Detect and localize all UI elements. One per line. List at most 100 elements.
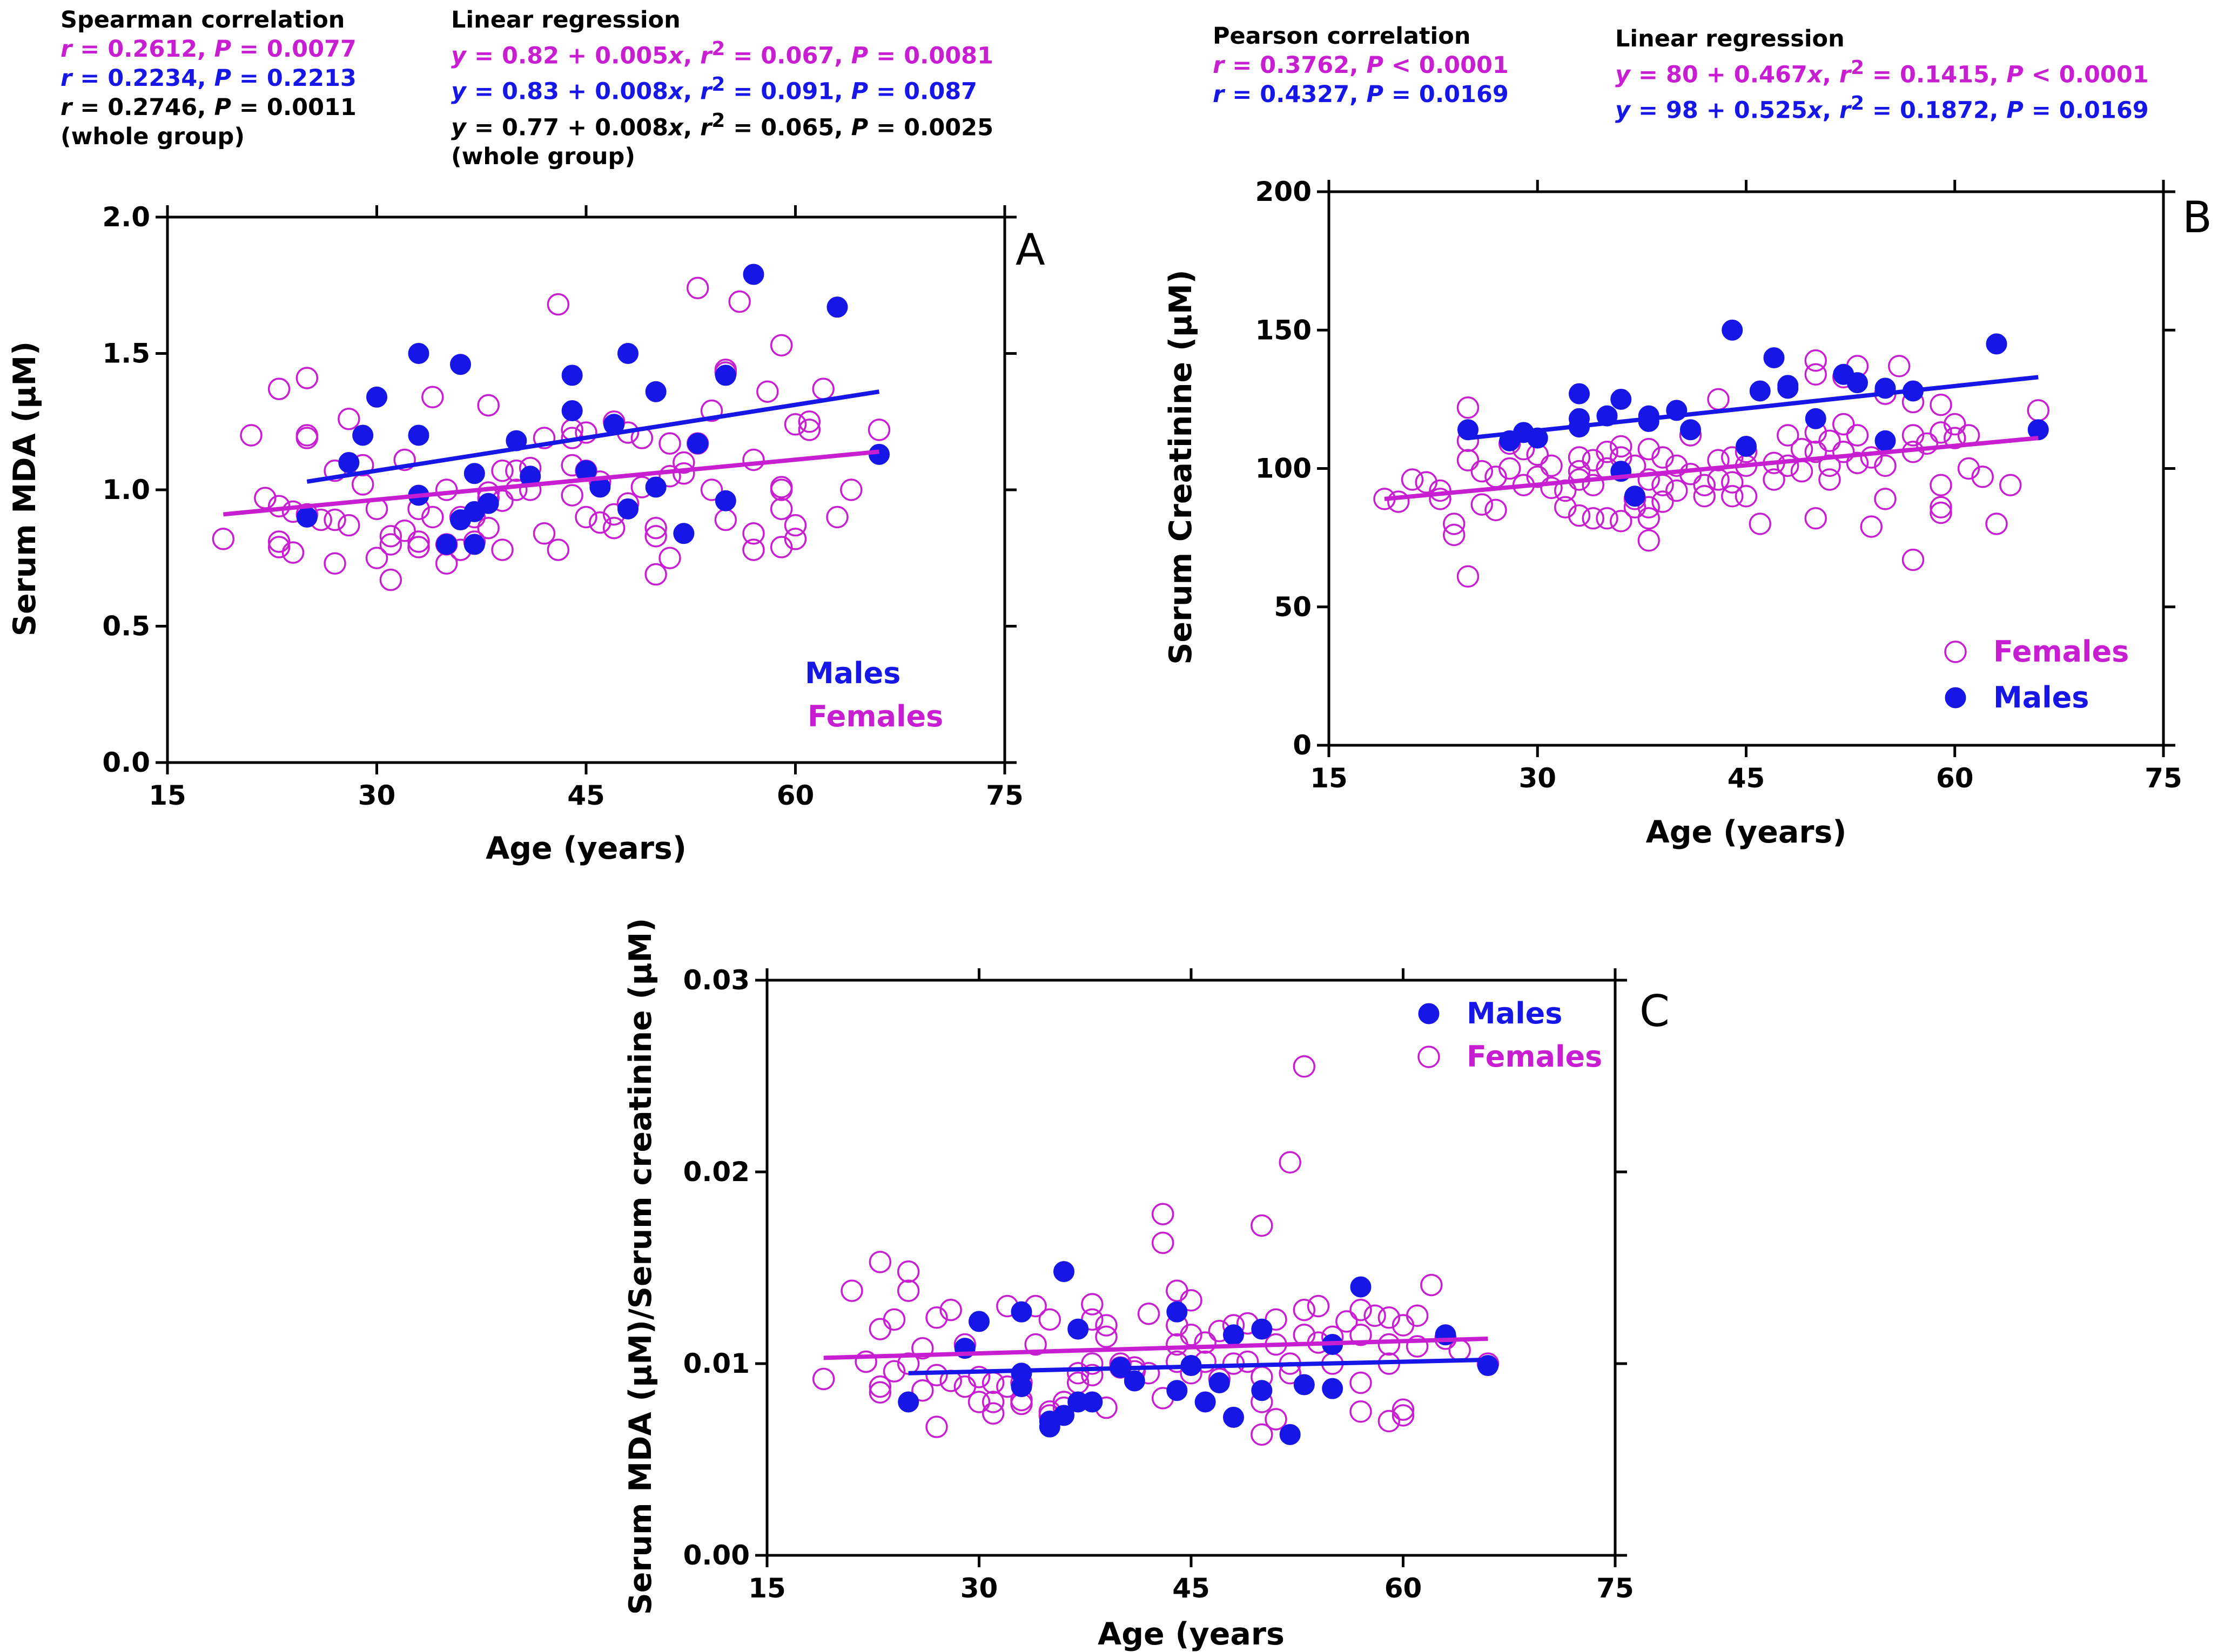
point-males xyxy=(1350,1276,1372,1298)
point-females xyxy=(855,1350,877,1373)
point-females xyxy=(1137,1302,1160,1325)
x-tick-label-a: 60 xyxy=(777,780,815,811)
x-tick-label-b: 45 xyxy=(1728,763,1765,794)
point-females xyxy=(869,1375,892,1398)
point-females xyxy=(658,465,681,488)
point-males xyxy=(1279,1424,1301,1445)
y-axis-label-c: Serum MDA (µM)/Serum creatinine (µM) xyxy=(623,918,658,1615)
point-males xyxy=(826,296,848,318)
legend-label-females-a: Females xyxy=(808,699,943,733)
point-females xyxy=(1971,466,1994,488)
point-females xyxy=(1707,449,1730,471)
point-females xyxy=(1610,435,1632,458)
panel-a: 15 30 45 60 75 0.0 0.5 1.0 1.5 2.0 Age (years) Seru… xyxy=(7,201,1045,866)
point-females xyxy=(939,1298,962,1321)
point-males xyxy=(338,452,360,473)
point-females xyxy=(1420,1273,1443,1297)
point-females xyxy=(784,514,807,537)
point-males xyxy=(296,507,318,528)
point-females xyxy=(1456,396,1480,419)
point-males xyxy=(1194,1391,1216,1413)
point-males xyxy=(1293,1374,1315,1395)
point-males xyxy=(1251,1380,1273,1401)
point-females xyxy=(897,1260,920,1283)
point-males xyxy=(1680,419,1701,441)
fit-line-females-a xyxy=(223,449,879,517)
point-females xyxy=(533,427,556,449)
point-females xyxy=(1151,1203,1174,1225)
y-axis-label-a: Serum MDA (µM) xyxy=(7,341,43,636)
legend-label-males-a: Males xyxy=(805,656,900,690)
point-females xyxy=(1693,474,1716,496)
point-males xyxy=(561,400,583,422)
point-females xyxy=(1596,441,1618,463)
point-females xyxy=(826,505,849,529)
point-females xyxy=(1401,468,1424,491)
point-females xyxy=(911,1337,934,1360)
point-males xyxy=(1847,372,1868,394)
point-females xyxy=(673,451,695,474)
point-females xyxy=(1406,1335,1429,1358)
point-females xyxy=(1818,468,1841,491)
point-males xyxy=(408,343,429,364)
point-females xyxy=(644,516,667,540)
point-females xyxy=(742,522,765,545)
point-females xyxy=(295,427,319,449)
point-females xyxy=(911,1379,934,1402)
y-tick-label-a: 2.0 xyxy=(102,201,150,233)
fit-line-males-a xyxy=(306,389,880,484)
point-males xyxy=(1986,333,2007,355)
point-females xyxy=(1180,1289,1202,1312)
point-females xyxy=(267,377,291,400)
point-males xyxy=(1749,380,1771,402)
point-females xyxy=(1790,437,1813,461)
legend-marker-males-b xyxy=(1945,687,1966,709)
point-females xyxy=(841,1279,863,1302)
point-females xyxy=(1349,1400,1372,1423)
point-females xyxy=(1930,393,1952,416)
regression-whole-group-note: (whole group) xyxy=(451,143,635,170)
point-females xyxy=(1392,1404,1415,1427)
point-males xyxy=(1124,1370,1145,1392)
point-females xyxy=(1251,1423,1273,1446)
point-females xyxy=(1443,523,1466,547)
series-males-a xyxy=(296,264,890,555)
point-females xyxy=(1349,1371,1372,1394)
y-tick-label-a: 1.5 xyxy=(102,338,150,369)
point-females xyxy=(1665,479,1688,502)
point-females xyxy=(714,508,737,531)
y-tick-label-c: 0.03 xyxy=(683,965,750,996)
y-tick-label-b: 50 xyxy=(1274,591,1312,623)
point-females xyxy=(533,522,556,545)
point-males xyxy=(1011,1301,1032,1323)
point-females xyxy=(379,533,402,556)
point-females xyxy=(770,536,793,558)
point-males xyxy=(450,354,471,375)
point-females xyxy=(1777,454,1799,477)
point-females xyxy=(1901,548,1925,571)
point-males xyxy=(408,424,429,446)
point-females xyxy=(421,505,444,529)
point-females xyxy=(644,525,667,548)
point-females xyxy=(1194,1331,1216,1354)
point-males xyxy=(1736,436,1757,457)
y-tick-label-a: 0.5 xyxy=(102,611,150,642)
point-females xyxy=(1582,449,1604,471)
point-females xyxy=(1095,1314,1118,1337)
point-females xyxy=(1540,476,1563,500)
x-tick-label-b: 30 xyxy=(1518,763,1556,794)
point-females xyxy=(1279,1151,1301,1174)
point-females xyxy=(324,508,346,531)
point-females xyxy=(1568,504,1591,527)
point-males xyxy=(366,386,387,408)
point-females xyxy=(1349,1324,1372,1346)
legend-marker-males-c xyxy=(1418,1003,1440,1024)
point-females xyxy=(869,1318,892,1340)
y-tick-label-b: 200 xyxy=(1255,176,1312,207)
point-males xyxy=(617,343,638,364)
point-females xyxy=(756,380,779,403)
point-females xyxy=(1392,1398,1415,1421)
point-females xyxy=(212,528,235,550)
point-females xyxy=(1554,496,1577,518)
pearson-females: r = 0.3762, P < 0.0001 xyxy=(1213,52,1509,79)
